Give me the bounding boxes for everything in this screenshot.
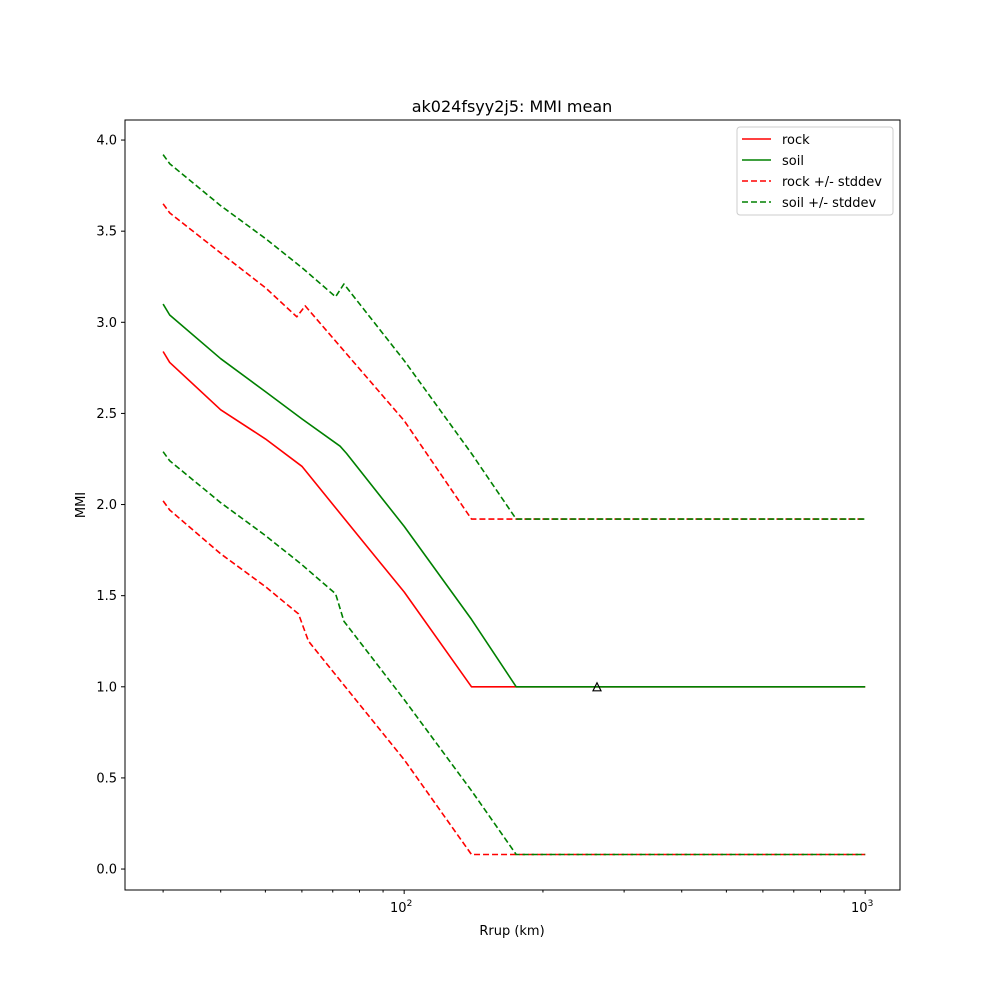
legend: rock soil rock +/- stddev soil +/- stddev [736,126,894,216]
triangle-marker [592,681,602,692]
series-line-soil-stddev [162,451,866,856]
legend-label: soil +/- stddev [782,196,877,211]
y-tick-label: 1.5 [96,589,117,604]
series-line-soil [162,303,866,688]
y-tick-label: 0.5 [96,771,117,786]
axes-frame [124,119,901,891]
legend-box [736,126,894,216]
chart-title: ak024fsyy2j5: MMI mean [412,97,613,116]
series-line-rock-stddev [162,500,866,856]
y-tick-label: 4.0 [96,134,117,149]
y-tick-label: 1.0 [96,680,117,695]
y-axis: 0.0 0.5 1.0 1.5 2.0 2.5 3.0 3.5 4.0 [96,134,125,878]
legend-label: soil [782,154,804,169]
x-tick-label: 103 [851,899,873,916]
y-tick-label: 3.5 [96,225,117,240]
series-line-rock-stddev [162,203,866,520]
y-tick-label: 2.0 [96,498,117,513]
y-tick-label: 0.0 [96,863,117,878]
legend-label: rock [782,133,810,148]
series-line-soil-stddev [162,154,866,520]
x-axis-label: Rrup (km) [479,924,544,939]
x-tick-label: 102 [390,899,412,916]
plot-area [162,154,866,856]
y-tick-label: 3.0 [96,316,117,331]
series-line-rock [162,351,866,688]
x-axis: 102 103 [162,890,873,916]
y-axis-label: MMI [74,492,89,518]
legend-label: rock +/- stddev [782,175,882,190]
y-tick-label: 2.5 [96,407,117,422]
